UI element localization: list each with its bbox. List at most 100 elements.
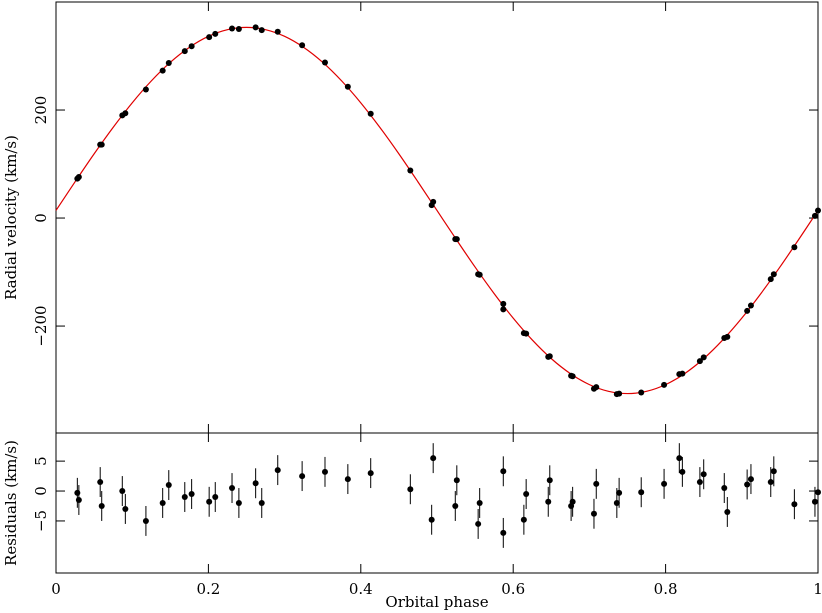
data-point: [258, 27, 265, 34]
data-point: [142, 86, 149, 93]
data-point: [299, 42, 306, 49]
data-point: [500, 468, 507, 475]
data-point: [616, 390, 623, 397]
data-point: [770, 468, 777, 475]
data-point: [791, 244, 798, 251]
data-point: [638, 389, 645, 396]
x-tick-label: 0.2: [196, 580, 220, 598]
data-point: [212, 494, 219, 501]
data-point: [188, 43, 195, 50]
data-point: [815, 207, 821, 214]
data-point: [500, 529, 507, 536]
data-point: [747, 476, 754, 483]
data-point: [546, 477, 553, 484]
data-point: [142, 517, 149, 524]
data-point: [181, 494, 188, 501]
data-point: [811, 212, 818, 219]
data-point: [679, 370, 686, 377]
data-point: [700, 471, 707, 478]
data-point: [159, 67, 166, 74]
data-point: [75, 497, 82, 504]
data-point: [367, 110, 374, 117]
data-point: [616, 489, 623, 496]
data-point: [452, 502, 459, 509]
x-tick-label: 0: [51, 580, 61, 598]
data-point: [229, 25, 236, 32]
data-point: [696, 479, 703, 486]
data-point: [815, 489, 821, 496]
data-point: [122, 505, 129, 512]
data-point: [613, 500, 620, 506]
data-point: [98, 141, 105, 148]
data-point: [744, 307, 751, 314]
data-point: [523, 491, 530, 498]
data-point: [661, 480, 668, 487]
data-point: [791, 501, 798, 508]
data-point: [811, 498, 818, 505]
x-tick-label: 1: [813, 580, 822, 598]
data-point: [97, 479, 104, 486]
data-point: [235, 500, 242, 506]
plot-frame: [55, 432, 819, 574]
data-point: [679, 468, 686, 475]
data-point: [252, 24, 259, 31]
data-point: [569, 498, 576, 505]
data-point: [661, 381, 668, 388]
y-tick-label: 200: [32, 96, 50, 125]
y-tick-label: 0: [32, 213, 50, 223]
data-point: [165, 60, 172, 67]
data-point: [744, 481, 751, 488]
data-point: [520, 516, 527, 523]
data-point: [475, 520, 482, 527]
data-point: [747, 302, 754, 309]
data-point: [721, 485, 728, 492]
data-point: [212, 30, 219, 37]
data-point: [229, 485, 236, 492]
data-point: [258, 500, 265, 506]
y-tick-label: 0: [32, 486, 50, 496]
data-point: [676, 455, 683, 462]
data-point: [206, 34, 213, 41]
data-point: [767, 479, 774, 486]
model-curve: [55, 26, 819, 395]
data-point: [188, 491, 195, 498]
y-axis-label: Residuals (km/s): [2, 440, 20, 566]
x-tick-label: 0.8: [654, 580, 678, 598]
data-point: [546, 353, 553, 360]
data-point: [344, 83, 351, 90]
data-point: [590, 510, 597, 517]
data-point: [75, 173, 82, 180]
data-point: [545, 498, 552, 505]
data-point: [638, 489, 645, 496]
data-point: [165, 482, 172, 489]
y-axis-label: Radial velocity (km/s): [2, 135, 20, 300]
y-tick-label: −5: [32, 510, 50, 532]
data-point: [181, 48, 188, 55]
data-point: [770, 271, 777, 278]
data-point: [430, 198, 437, 205]
data-point: [274, 467, 281, 474]
data-point: [235, 26, 242, 33]
x-axis-label: Orbital phase: [385, 593, 488, 611]
data-point: [700, 354, 707, 361]
data-point: [98, 502, 105, 509]
data-point: [428, 516, 435, 523]
data-point: [476, 271, 483, 278]
data-point: [593, 384, 600, 391]
data-point: [430, 455, 437, 462]
data-point: [344, 476, 351, 483]
data-point: [119, 488, 126, 495]
data-point: [367, 470, 374, 477]
y-tick-label: 5: [32, 456, 50, 466]
data-point: [696, 358, 703, 365]
data-point: [407, 486, 414, 493]
plot-frame: [55, 1, 819, 434]
data-point: [299, 473, 306, 480]
data-point: [407, 167, 414, 174]
data-point: [206, 498, 213, 505]
data-point: [569, 373, 576, 380]
x-tick-label: 0.4: [349, 580, 373, 598]
data-point: [122, 110, 129, 117]
data-point: [274, 28, 281, 35]
